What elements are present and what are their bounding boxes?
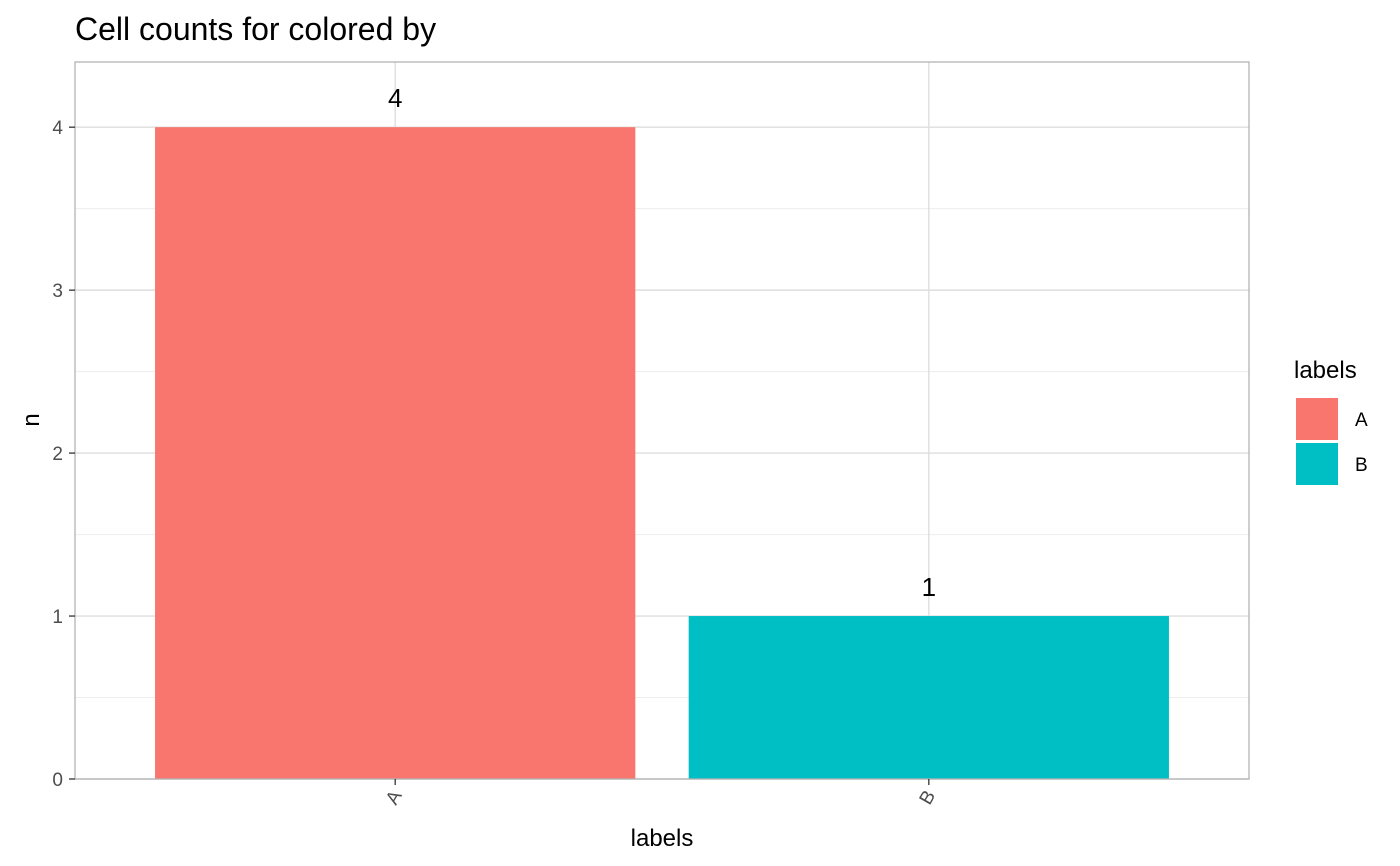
- legend-label: B: [1355, 455, 1368, 476]
- y-axis-title: n: [18, 413, 45, 426]
- x-axis-title: labels: [631, 825, 694, 852]
- bar-a: [155, 127, 636, 779]
- data-label: 1: [922, 572, 936, 602]
- legend-items: AB: [1296, 398, 1368, 485]
- legend-swatch: [1296, 398, 1338, 440]
- bars: [155, 127, 1169, 779]
- plot-panel: [74, 61, 1250, 780]
- y-axis-ticks: 0 1 2 3 4: [52, 118, 75, 791]
- legend: labels AB: [1294, 357, 1368, 485]
- legend-label: A: [1355, 410, 1368, 431]
- x-tick-label: B: [916, 787, 941, 808]
- panel-border: [74, 61, 1250, 780]
- y-tick-label: 0: [52, 770, 63, 791]
- chart-title: Cell counts for colored by: [75, 11, 436, 47]
- bar-b: [688, 616, 1169, 779]
- y-tick-label: 4: [52, 118, 63, 139]
- data-labels: 41: [388, 83, 936, 602]
- x-tick-label: A: [382, 787, 407, 809]
- y-tick-label: 3: [52, 281, 63, 302]
- y-tick-label: 1: [52, 607, 63, 628]
- data-label: 4: [388, 83, 402, 113]
- legend-swatch: [1296, 443, 1338, 485]
- legend-title: labels: [1294, 357, 1357, 384]
- y-tick-label: 2: [52, 444, 63, 465]
